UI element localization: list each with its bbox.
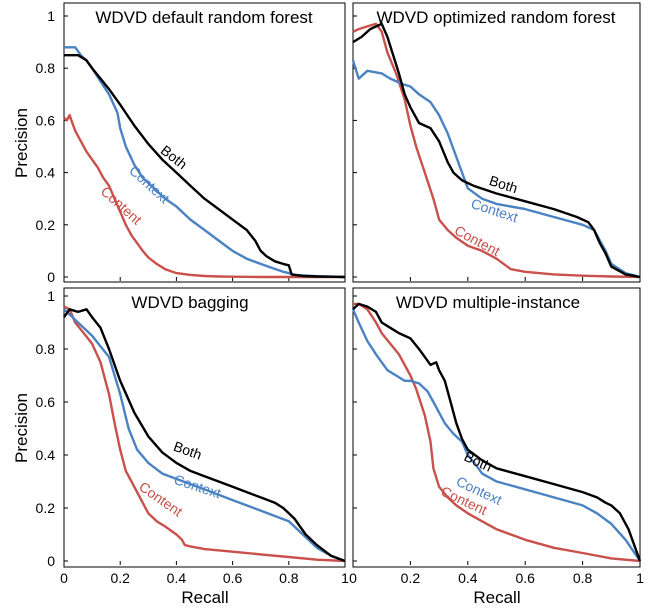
x-tick-label: 0.4 bbox=[458, 570, 478, 586]
y-tick-label: 0.2 bbox=[36, 217, 56, 233]
x-tick-label: 0.6 bbox=[223, 570, 243, 586]
series-line-context bbox=[351, 60, 641, 279]
series-label-content: Content bbox=[98, 183, 145, 228]
series-line-both bbox=[64, 54, 346, 279]
x-tick-label: 1 bbox=[636, 570, 644, 586]
y-tick-label: 0.6 bbox=[36, 112, 56, 128]
panel-bottom-right: WDVD multiple-instance BothContextConten… bbox=[351, 287, 642, 568]
x-tick-label: 0.8 bbox=[573, 570, 593, 586]
y-tick-labels-top: 0 0.2 0.4 0.6 0.8 1 bbox=[36, 8, 56, 285]
panel-top-right: WDVD optimized random forest BothContext… bbox=[351, 2, 641, 283]
series-label-context: Context bbox=[172, 471, 223, 501]
y-tick-label: 0.8 bbox=[36, 60, 56, 76]
panel-title: WDVD multiple-instance bbox=[396, 293, 580, 312]
x-tick-labels-right: 0 0.2 0.4 0.6 0.8 1 bbox=[349, 570, 644, 586]
series-label-both: Both bbox=[462, 448, 495, 475]
x-tick-label: 1 bbox=[341, 570, 349, 586]
series-label-both: Both bbox=[158, 142, 191, 172]
y-tick-labels-bottom: 0 0.2 0.4 0.6 0.8 1 bbox=[36, 288, 56, 569]
y-tick-label: 0.4 bbox=[36, 165, 56, 181]
x-axis-label-left: Recall bbox=[181, 588, 228, 607]
x-tick-label: 0.2 bbox=[401, 570, 421, 586]
y-tick-label: 0.2 bbox=[36, 500, 56, 516]
series-label-context: Context bbox=[126, 162, 173, 206]
series-line-content bbox=[352, 22, 641, 279]
series-line-content bbox=[63, 305, 346, 563]
y-axis-label-bottom: Precision bbox=[12, 393, 31, 463]
y-tick-label: 0.8 bbox=[36, 341, 56, 357]
y-tick-label: 0 bbox=[47, 269, 55, 285]
y-tick-label: 0 bbox=[47, 553, 55, 569]
panel-title: WDVD bagging bbox=[131, 293, 248, 312]
x-tick-label: 0.8 bbox=[279, 570, 299, 586]
plot-frame bbox=[63, 2, 346, 283]
y-tick-label: 1 bbox=[47, 8, 55, 24]
x-tick-label: 0 bbox=[349, 570, 357, 586]
y-axis-label-top: Precision bbox=[12, 108, 31, 178]
series-line-context bbox=[64, 46, 346, 279]
series-line-both bbox=[63, 308, 346, 563]
series-line-both bbox=[352, 302, 642, 562]
series-line-context bbox=[63, 308, 346, 563]
panel-top-left: WDVD default random forest BothContextCo… bbox=[63, 2, 346, 283]
plot-frame bbox=[352, 287, 641, 568]
x-tick-label: 0 bbox=[60, 570, 68, 586]
series-label-context: Context bbox=[469, 195, 520, 225]
x-tick-label: 0.6 bbox=[515, 570, 535, 586]
x-tick-label: 0.2 bbox=[110, 570, 130, 586]
series-line-content bbox=[63, 113, 345, 279]
panel-title: WDVD optimized random forest bbox=[376, 8, 615, 27]
y-tick-label: 1 bbox=[47, 288, 55, 304]
y-tick-label: 0.6 bbox=[36, 394, 56, 410]
panel-title: WDVD default random forest bbox=[95, 8, 313, 27]
x-tick-label: 0.4 bbox=[167, 570, 187, 586]
x-tick-labels-left: 0 0.2 0.4 0.6 0.8 1 bbox=[60, 570, 349, 586]
x-axis-label-right: Recall bbox=[473, 588, 520, 607]
y-tick-label: 0.4 bbox=[36, 447, 56, 463]
series-label-both: Both bbox=[171, 438, 204, 463]
series-line-context bbox=[351, 308, 641, 562]
series-line-content bbox=[353, 302, 641, 563]
plot-frame bbox=[352, 2, 641, 283]
plot-frame bbox=[63, 287, 346, 568]
series-line-both bbox=[352, 22, 641, 279]
